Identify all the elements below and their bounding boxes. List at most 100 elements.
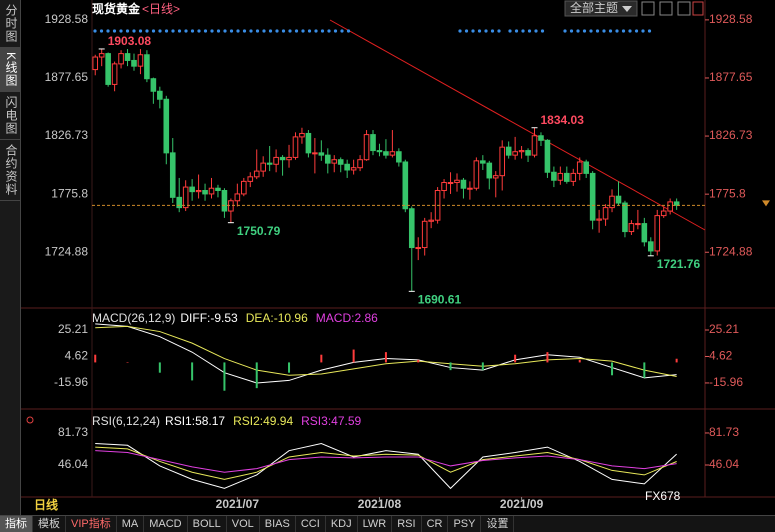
signal-dot (93, 29, 97, 33)
signal-dot (288, 29, 292, 33)
macd-bar (675, 358, 678, 363)
signal-dot (275, 29, 279, 33)
macd-bar (449, 362, 452, 371)
candle-body (531, 135, 538, 156)
x-tick-label: 2021/09 (500, 497, 544, 511)
sidebar-tab[interactable]: 闪电图 (0, 92, 20, 141)
candle-body (596, 218, 602, 221)
x-tick-label: 2021/08 (358, 497, 402, 511)
indicator-tab[interactable]: VIP指标 (66, 516, 117, 532)
tool-icon[interactable] (677, 1, 691, 16)
y-tick-label: 25.21 (709, 322, 739, 336)
signal-dot (471, 29, 475, 33)
candle-body (286, 156, 292, 161)
candle-body (512, 151, 518, 156)
signal-dot (458, 29, 462, 33)
signal-dot (563, 29, 567, 33)
candle-body (576, 161, 583, 174)
candle-body (370, 134, 376, 152)
sidebar-tab[interactable]: 分时图 (0, 0, 20, 48)
candle-body (208, 187, 215, 195)
candle-body (518, 150, 525, 153)
indicator-tab[interactable]: PSY (448, 516, 482, 532)
indicator-tab[interactable]: CCI (296, 516, 326, 532)
indicator-tab[interactable]: MA (117, 516, 145, 532)
indicator-tab[interactable]: KDJ (326, 516, 358, 532)
indicator-tab[interactable]: LWR (358, 516, 393, 532)
signal-dot (490, 29, 495, 33)
indicator-tab[interactable]: VOL (227, 516, 260, 532)
signal-dot (514, 29, 519, 33)
tool-icon[interactable] (659, 1, 673, 16)
tool-icon[interactable] (641, 1, 655, 16)
legend-value: 58.17 (195, 414, 225, 428)
candle-body (318, 152, 325, 156)
signal-dot (151, 29, 156, 33)
y-tick-label: 81.73 (58, 425, 88, 439)
signal-dot (314, 29, 318, 33)
candle-body (131, 59, 137, 67)
sidebar-tab[interactable]: 合约资料 (0, 140, 20, 202)
signal-dot (99, 29, 104, 33)
y-tick-label: 46.04 (58, 457, 88, 471)
indicator-tab[interactable]: 指标 (0, 516, 33, 532)
candle-body (241, 180, 247, 195)
candle-body (492, 175, 499, 179)
candle-body (589, 172, 596, 221)
watermark: FX678 (645, 489, 681, 503)
signal-dot (112, 29, 117, 33)
price-annotation: 1750.79 (237, 224, 281, 238)
candle-body (221, 190, 228, 212)
candle-body (570, 172, 577, 182)
candle-body (441, 182, 447, 192)
candle-body (660, 210, 667, 217)
y-tick-label: 25.21 (58, 322, 88, 336)
y-tick-label: 1826.73 (709, 128, 753, 142)
candle-body (467, 187, 473, 190)
candle-body (137, 54, 144, 67)
candle-body (260, 162, 266, 172)
macd-bar (126, 362, 129, 363)
indicator-tab[interactable]: 模板 (33, 516, 66, 532)
signal-dot (595, 29, 600, 33)
x-tick-label: 2021/07 (216, 497, 260, 511)
indicator-tab[interactable]: MACD (144, 516, 188, 532)
candle-body (428, 219, 434, 222)
y-tick-label: 1877.65 (45, 70, 89, 84)
candle-body (157, 90, 163, 100)
macd-bar (255, 362, 258, 389)
price-annotation: 1690.61 (418, 293, 462, 307)
signal-dot (602, 29, 606, 33)
candle-body (215, 187, 221, 192)
sidebar-tab[interactable]: K线图 (0, 48, 20, 93)
signal-dot (164, 29, 169, 33)
indicator-tab[interactable]: BIAS (260, 516, 296, 532)
tool-icon[interactable] (692, 1, 704, 16)
candle-body (602, 207, 609, 220)
indicator-tab[interactable]: BOLL (188, 516, 227, 532)
y-tick-label: 1775.8 (709, 186, 746, 200)
legend-name: MACD: (316, 311, 355, 325)
indicator-tab[interactable]: RSI (392, 516, 422, 532)
candle-body (111, 63, 118, 85)
indicator-tab[interactable]: 设置 (481, 516, 515, 532)
price-annotation: 1721.76 (657, 257, 701, 271)
candle-body (538, 135, 544, 141)
signal-dot (569, 29, 574, 33)
candle-body (402, 161, 409, 210)
legend-value: -10.96 (274, 311, 308, 325)
candle-body (357, 159, 363, 169)
signal-dot (521, 29, 525, 33)
y-tick-label: 1775.8 (51, 186, 88, 200)
signal-dot (255, 29, 260, 33)
y-tick-label: 1877.65 (709, 70, 753, 84)
theme-button[interactable] (564, 0, 638, 17)
price-annotation: 1834.03 (541, 113, 585, 127)
candle-body (195, 190, 202, 193)
candle-body (480, 160, 486, 164)
signal-dot (647, 29, 652, 33)
candle-body (454, 179, 460, 184)
legend-value: -9.53 (210, 311, 238, 325)
indicator-tab[interactable]: CR (422, 516, 449, 532)
signal-dot (497, 29, 501, 33)
